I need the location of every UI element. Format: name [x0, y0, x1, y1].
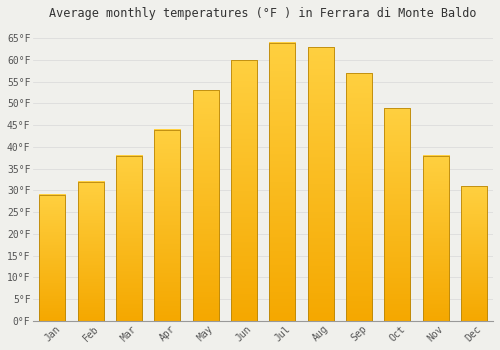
- Bar: [116, 156, 142, 321]
- Bar: [192, 90, 218, 321]
- Bar: [78, 182, 104, 321]
- Title: Average monthly temperatures (°F ) in Ferrara di Monte Baldo: Average monthly temperatures (°F ) in Fe…: [50, 7, 477, 20]
- Bar: [40, 195, 66, 321]
- Bar: [461, 186, 487, 321]
- Bar: [422, 156, 448, 321]
- Bar: [231, 60, 257, 321]
- Bar: [308, 47, 334, 321]
- Bar: [154, 130, 180, 321]
- Bar: [346, 73, 372, 321]
- Bar: [384, 108, 410, 321]
- Bar: [270, 43, 295, 321]
